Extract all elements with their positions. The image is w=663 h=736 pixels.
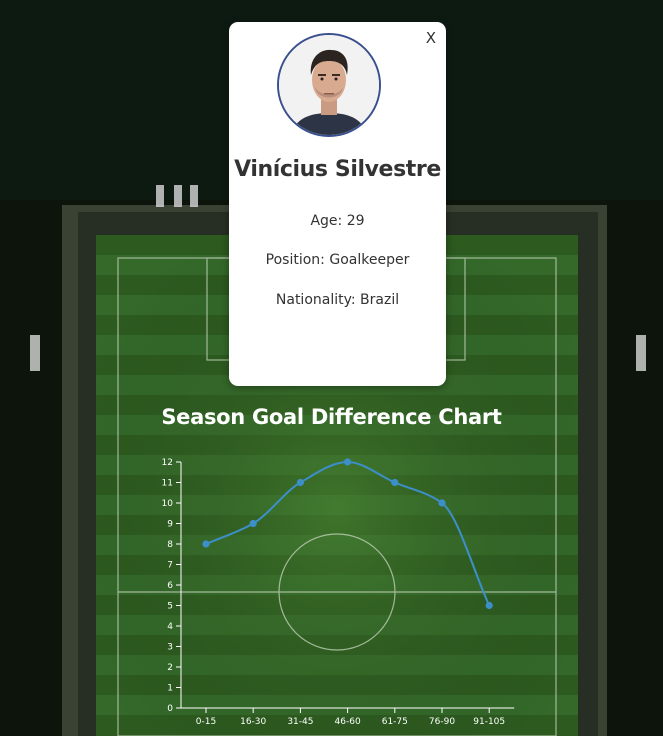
x-tick-label: 91-105 xyxy=(473,717,505,727)
y-tick-label: 1 xyxy=(167,684,173,694)
y-tick-label: 8 xyxy=(167,540,173,550)
x-tick-label: 46-60 xyxy=(335,717,361,727)
x-tick-label: 61-75 xyxy=(382,717,408,727)
y-tick-label: 0 xyxy=(167,704,173,714)
data-point xyxy=(438,499,446,507)
y-tick-label: 12 xyxy=(162,458,173,468)
data-point xyxy=(249,519,257,528)
y-tick-label: 6 xyxy=(167,581,173,591)
x-tick-label: 0-15 xyxy=(196,717,216,727)
series-line xyxy=(205,460,491,606)
y-tick-label: 11 xyxy=(162,479,173,489)
player-name: Vinícius Silvestre xyxy=(234,157,441,182)
data-point xyxy=(344,458,352,466)
data-point xyxy=(391,478,399,487)
player-photo-icon xyxy=(279,35,379,135)
x-tick-label: 16-30 xyxy=(240,717,266,727)
y-tick-label: 7 xyxy=(167,561,173,571)
player-nationality: Nationality: Brazil xyxy=(275,292,400,308)
x-tick-label: 76-90 xyxy=(429,717,455,727)
y-tick-label: 10 xyxy=(162,499,174,509)
close-button[interactable]: X xyxy=(425,29,436,47)
player-position: Position: Goalkeeper xyxy=(265,252,410,268)
y-tick-label: 9 xyxy=(167,520,173,530)
chart-title: Season Goal Difference Chart xyxy=(161,405,502,429)
y-tick-label: 5 xyxy=(167,602,173,612)
player-age: Age: 29 xyxy=(310,213,365,229)
player-avatar xyxy=(277,33,381,137)
y-tick-label: 3 xyxy=(167,643,173,653)
player-card: X Vinícius Silvestre Age: 29 Position: G… xyxy=(229,22,446,386)
data-point xyxy=(296,478,304,487)
data-point xyxy=(485,601,493,610)
data-point xyxy=(202,540,210,548)
goal-difference-chart: 0 1 2 3 4 5 6 7 8 9 10 11 12 0-15 16-30 31-45 46-60 61-75… xyxy=(0,440,663,736)
x-tick-label: 31-45 xyxy=(287,717,313,727)
y-tick-label: 2 xyxy=(167,663,173,673)
y-tick-label: 4 xyxy=(167,622,173,632)
